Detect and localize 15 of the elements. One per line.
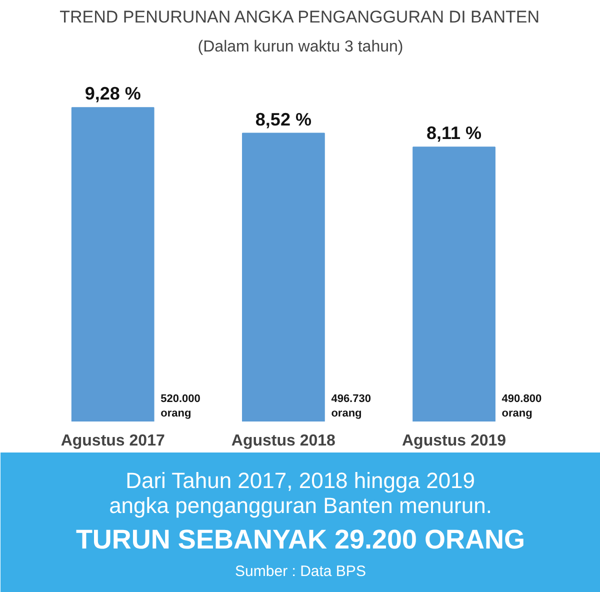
data-label: 9,28 % — [84, 84, 141, 104]
annotation: 520.000 orang — [160, 393, 200, 420]
chart-subtitle: (Dalam kurun waktu 3 tahun) — [198, 38, 404, 56]
text: Dari Tahun 2017, 2018 hingga 2019 — [126, 468, 476, 493]
data-label: 8,11 % — [426, 123, 482, 144]
text: Sumber : Data BPS — [235, 563, 366, 580]
text: TURUN SEBANYAK 29.200 ORANG — [76, 524, 526, 554]
annotation: 496.730 orang — [331, 393, 371, 420]
x-tick-label: Agustus 2019 — [402, 432, 506, 450]
x-tick-label: Agustus 2018 — [231, 432, 336, 450]
text: angka pengangguran Banten menurun. — [109, 493, 492, 518]
x-tick-label: Agustus 2017 — [60, 432, 165, 450]
data-label: 8,52 % — [255, 109, 312, 130]
chart-title: TREND PENURUNAN ANGKA PENGANGGURAN DI BANTEN — [60, 8, 540, 26]
annotation: 490.800 orang — [502, 393, 542, 420]
